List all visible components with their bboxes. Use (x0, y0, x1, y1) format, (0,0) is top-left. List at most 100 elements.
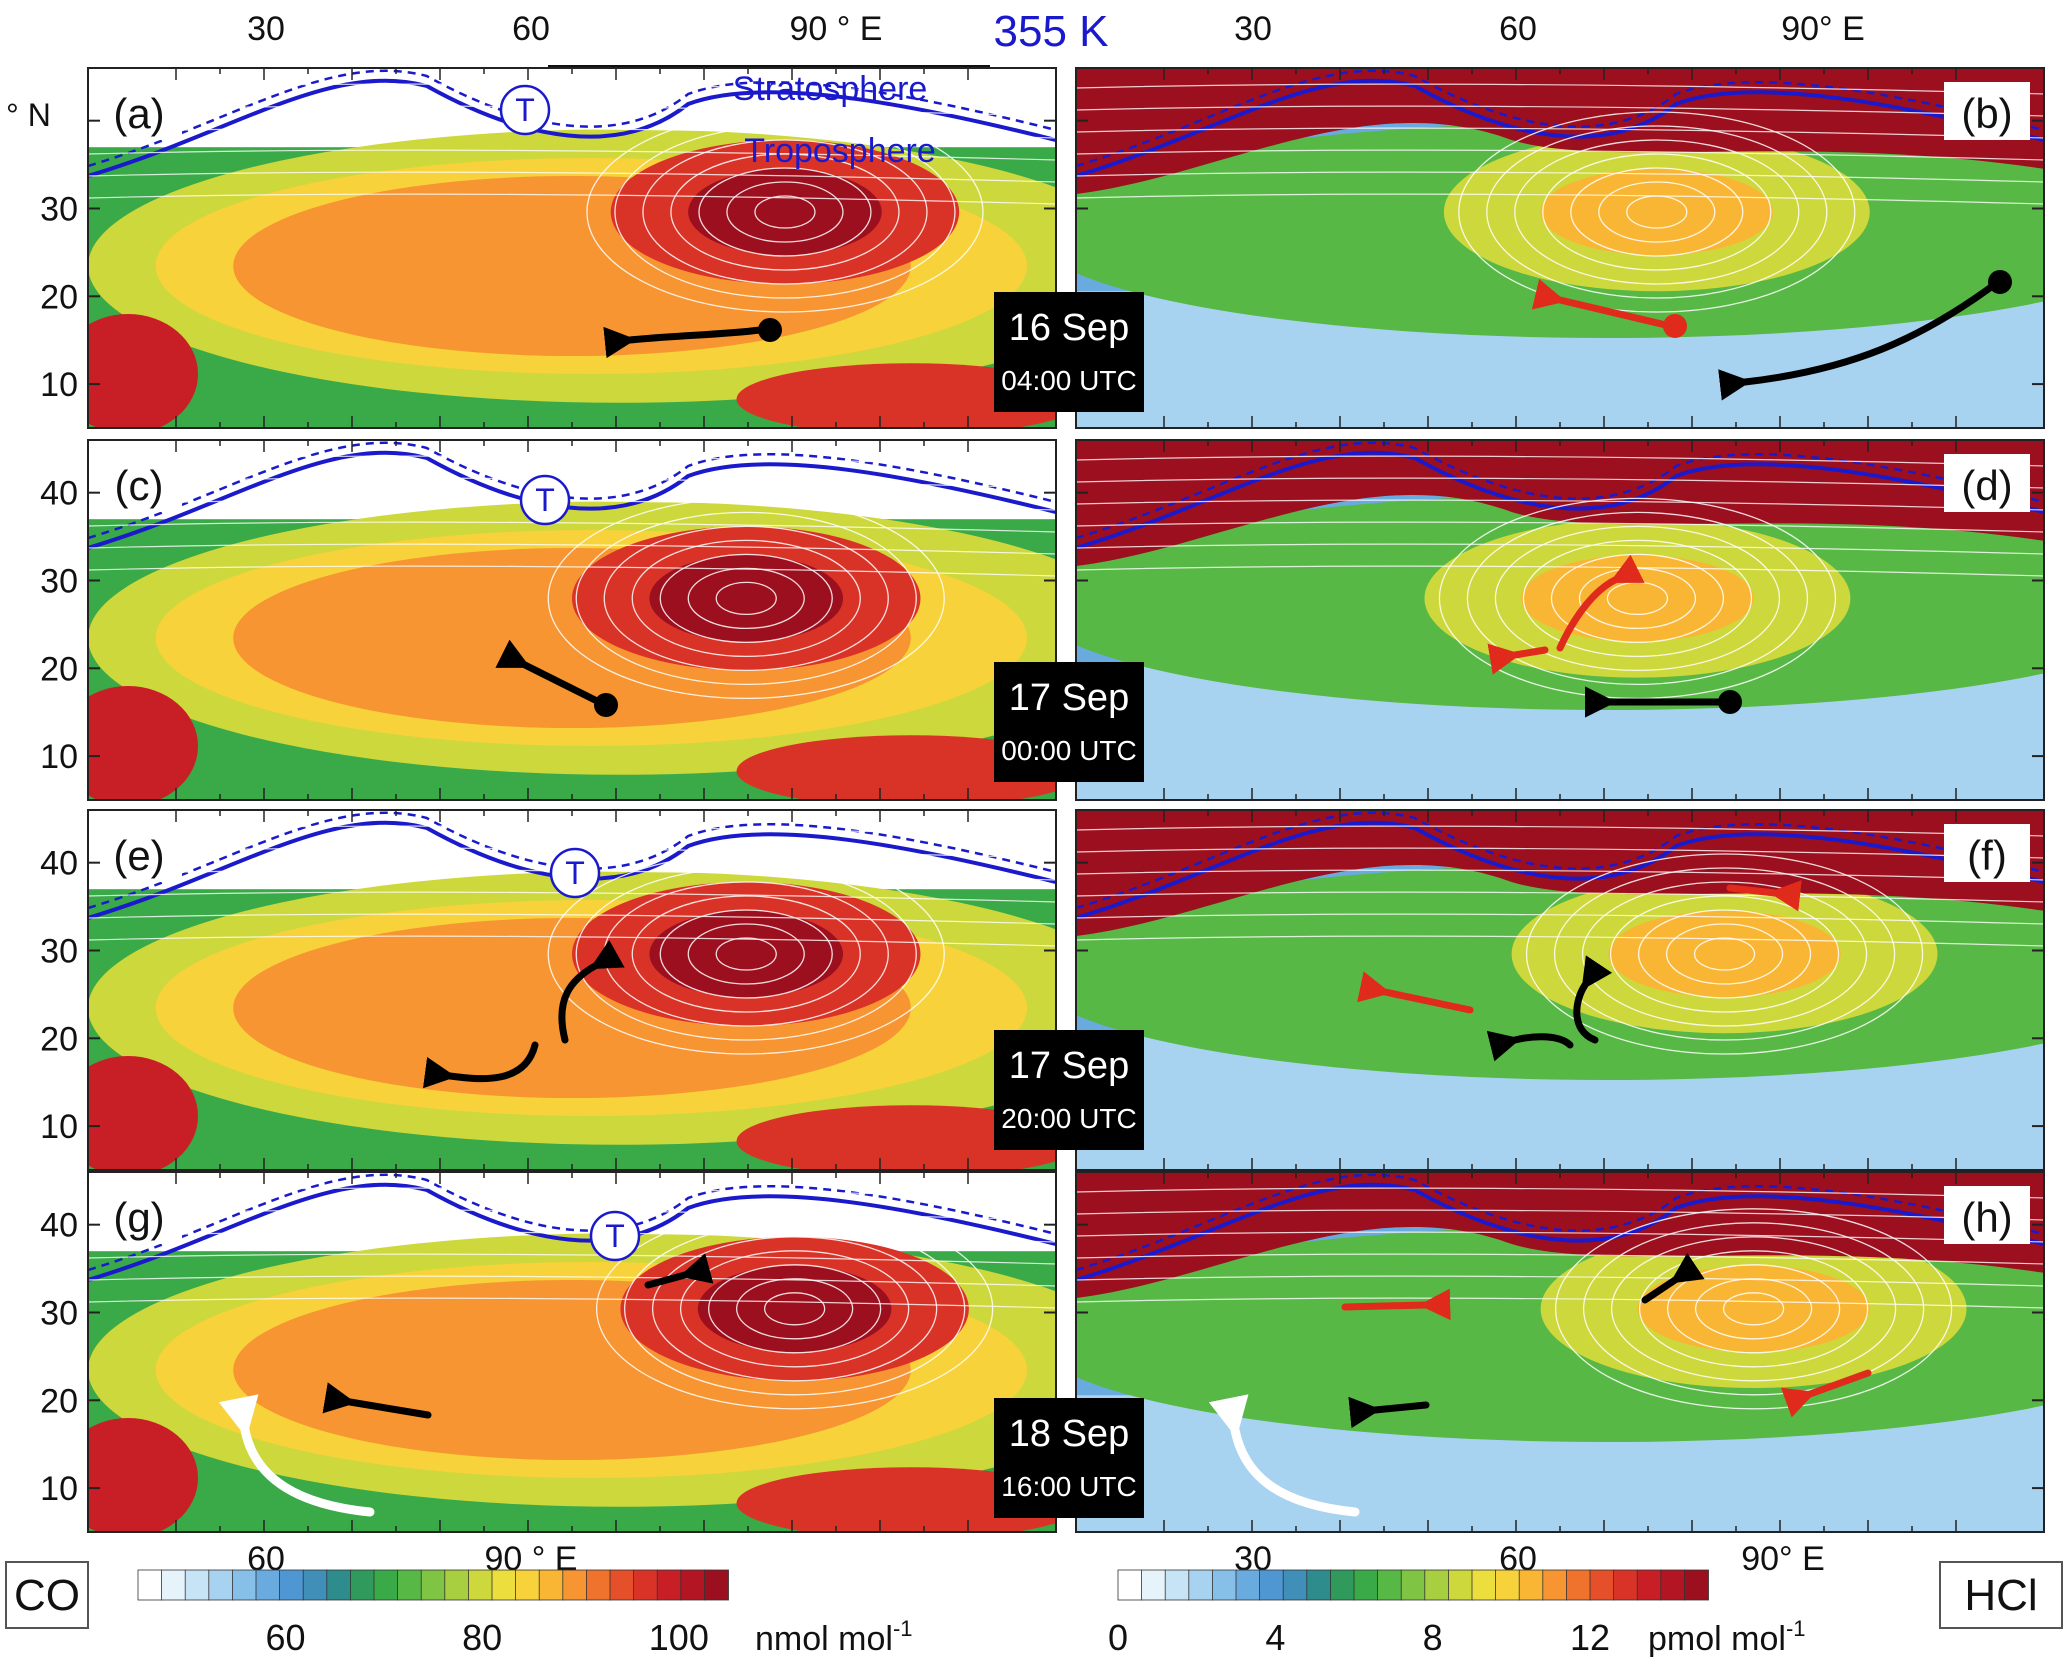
colorbar-swatch (137, 1569, 163, 1601)
arrow-origin-dot (758, 318, 782, 342)
colorbar-label: HCl (1964, 1571, 2037, 1620)
streamline (1550, 553, 1725, 644)
transport-arrow-red (1726, 880, 1802, 912)
panel-label-bg (1944, 82, 2030, 140)
streamline (547, 497, 945, 700)
colorbar-swatch (1613, 1569, 1639, 1601)
panel-label-bg (1944, 1186, 2030, 1244)
colorbar-swatch (1282, 1569, 1308, 1601)
streamline (1076, 1231, 2044, 1243)
streamline (715, 581, 777, 616)
y-tick-label: 20 (40, 650, 78, 688)
streamline (1076, 935, 2044, 947)
y-tick-label: 40 (40, 475, 78, 513)
streamline (1665, 923, 1784, 985)
streamline (715, 937, 777, 971)
transport-arrow-red (1357, 971, 1474, 1014)
streamline (1554, 1208, 1953, 1410)
colorbar-tick-label: 12 (1570, 1617, 1610, 1658)
transport-arrow-black (603, 326, 764, 359)
colorbar-swatch (1235, 1569, 1261, 1601)
panel-label: (e) (113, 832, 164, 879)
colorbar-unit-exponent: -1 (1786, 1616, 1806, 1641)
streamline (698, 167, 872, 257)
colorbar-swatch (373, 1569, 399, 1601)
streamline (1076, 1187, 2044, 1199)
colorbar-co: CO 60 80 100 nmol mol-1 (5, 1561, 913, 1658)
co-top-tick-30: 30 (247, 10, 285, 48)
streamline (1076, 149, 2044, 161)
transport-arrow-red (1487, 643, 1549, 675)
streamline (88, 869, 1056, 881)
tropopause-line (88, 1182, 1056, 1282)
panel-label-bg (96, 82, 182, 140)
streamline (1076, 105, 2044, 117)
streamline (687, 923, 805, 985)
streamline (1076, 543, 2044, 555)
panel-b: (b) (1075, 67, 2045, 429)
streamline (88, 193, 1056, 205)
y-tick-label: 30 (40, 1294, 78, 1332)
streamline (1637, 909, 1812, 999)
timestamp-box: 17 Sep 20:00 UTC (994, 1030, 1144, 1150)
colorbar-swatch (1495, 1569, 1521, 1601)
y-tick-label: 10 (40, 1470, 78, 1508)
streamline (1076, 891, 2044, 903)
y-tick-label: 10 (40, 366, 78, 404)
hcl-top-tick-90: 90° E (1781, 10, 1865, 48)
heatmap-field (1076, 440, 2044, 800)
streamline (1542, 153, 1772, 271)
colorbar-swatch (1164, 1569, 1190, 1601)
colorbar-swatch (1448, 1569, 1473, 1601)
streamline (1458, 111, 1856, 313)
timestamp-box-bg (994, 292, 1144, 412)
colorbar-tick-label: 4 (1265, 1617, 1285, 1658)
level-label: 355 K (994, 7, 1109, 56)
streamline (1525, 853, 1924, 1055)
streamline (1076, 565, 2044, 577)
streamline (1076, 193, 2044, 205)
top-axis-labels: 30 60 90 ° E 30 60 90° E (247, 10, 1865, 48)
colorbar-swatch (656, 1569, 682, 1601)
streamline (754, 195, 816, 229)
streamline (679, 1250, 910, 1368)
streamline (1581, 881, 1868, 1027)
colorbar-swatch (420, 1569, 446, 1601)
transport-arrow-white (218, 1394, 375, 1517)
colorbar-swatch (1424, 1569, 1450, 1601)
colorbar-swatch (1117, 1569, 1143, 1601)
streamline (1722, 1292, 1785, 1326)
tropopause-line (1076, 820, 2044, 920)
trough-marker-label: T (565, 855, 585, 891)
transport-arrow-black (422, 1041, 539, 1089)
lat-unit-label: ° N (6, 97, 51, 133)
streamline (88, 1187, 1056, 1199)
y-tick-label: 40 (40, 1207, 78, 1245)
colorbar-swatch (1471, 1569, 1497, 1601)
arrow-origin-dot (1663, 314, 1687, 338)
streamline (88, 1253, 1056, 1265)
panel-label-bg (1944, 454, 2030, 512)
colorbar-unit-exponent: -1 (893, 1616, 913, 1641)
y-tick-label: 30 (40, 562, 78, 600)
panel-d: (d) (1075, 439, 2045, 801)
colorbar-swatch (467, 1569, 493, 1601)
colorbar-swatch (704, 1569, 729, 1601)
co-top-tick-60: 60 (512, 10, 550, 48)
heatmap-field (88, 440, 1056, 800)
streamline (1694, 1278, 1813, 1340)
streamline (595, 1208, 994, 1410)
streamline (735, 1278, 854, 1340)
panel-label-bg (1944, 824, 2030, 882)
streamline (1570, 167, 1744, 257)
transport-arrow-red (1780, 1369, 1872, 1418)
y-tick-label: 10 (40, 1108, 78, 1146)
colorbar-swatch (1141, 1569, 1167, 1601)
transport-arrow-black (1641, 1252, 1705, 1304)
streamline (547, 853, 945, 1055)
tropopause-line (88, 78, 1056, 178)
colorbar-swatch (326, 1569, 352, 1601)
streamline (88, 935, 1056, 947)
timestamp-box-bg (994, 662, 1144, 782)
